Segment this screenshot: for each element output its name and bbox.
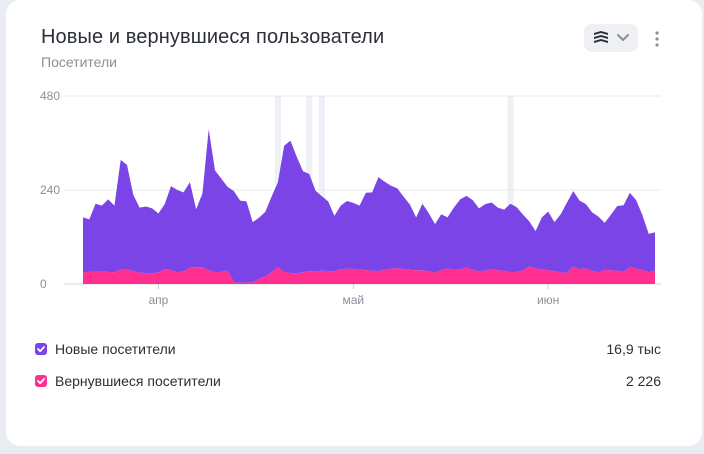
check-icon [37, 346, 45, 353]
legend-label-new: Новые посетители [55, 341, 176, 357]
legend-value-returning: 2 226 [625, 373, 661, 389]
x-tick-label-0: апр [148, 293, 168, 307]
legend-checkbox-returning[interactable] [35, 375, 47, 387]
area-series-0 [83, 266, 655, 284]
y-tick-label-240: 240 [40, 183, 60, 197]
check-icon [37, 378, 45, 385]
x-tick-label-2: июн [537, 293, 559, 307]
stacked-area-icon [594, 31, 608, 43]
legend-item-new-visitors[interactable]: Новые посетители 16,9 тыс [35, 340, 661, 362]
area-series-1 [83, 129, 655, 283]
chart-title: Новые и вернувшиеся пользователи [41, 26, 385, 48]
legend-value-new: 16,9 тыс [606, 341, 661, 357]
more-vertical-icon[interactable] [651, 29, 663, 49]
legend-item-returning-visitors[interactable]: Вернувшиеся посетители 2 226 [35, 372, 661, 394]
stacked-area-chart: 0 240 480 апр май июн [40, 89, 661, 307]
legend-label-returning: Вернувшиеся посетители [55, 373, 221, 389]
x-tick-label-1: май [342, 293, 364, 307]
y-tick-label-0: 0 [40, 277, 47, 291]
chevron-down-icon [617, 34, 629, 41]
chart-subtitle: Посетители [41, 54, 117, 70]
y-tick-label-480: 480 [40, 89, 60, 103]
legend-checkbox-new[interactable] [35, 343, 47, 355]
chart-type-dropdown[interactable] [584, 24, 638, 52]
